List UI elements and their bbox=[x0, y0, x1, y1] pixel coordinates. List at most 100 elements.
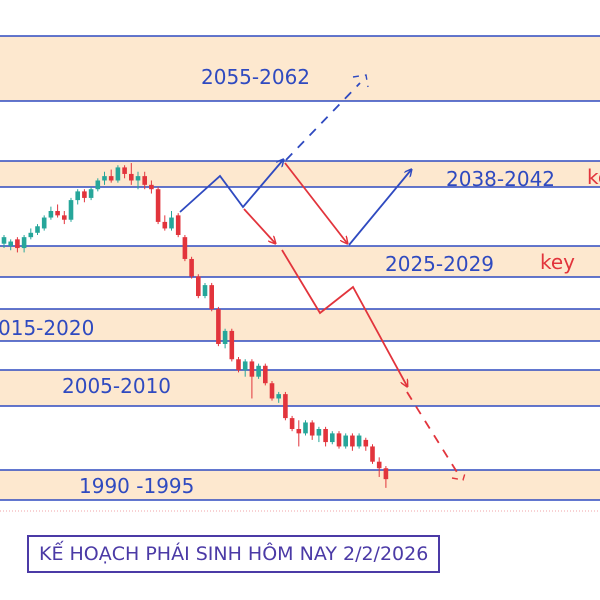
candle-body bbox=[1, 237, 7, 244]
candle-body bbox=[296, 429, 302, 434]
candle-body bbox=[108, 176, 114, 181]
candle-up bbox=[68, 197, 74, 222]
candle-down bbox=[182, 234, 188, 262]
candle-down bbox=[336, 431, 342, 449]
candle-up bbox=[256, 363, 261, 379]
red-scenario-drop-1 bbox=[243, 208, 275, 243]
candle-body bbox=[216, 309, 221, 344]
candle-body bbox=[28, 232, 34, 238]
zone-label: 2025-2029 bbox=[385, 252, 494, 276]
candle-body bbox=[15, 239, 20, 249]
candle-down bbox=[370, 444, 375, 464]
candle-down bbox=[209, 282, 214, 312]
zone-label: 2055-2062 bbox=[201, 65, 310, 89]
candle-down bbox=[350, 433, 355, 451]
candle-body bbox=[263, 365, 268, 384]
candle-down bbox=[323, 426, 328, 447]
candle-down bbox=[82, 189, 87, 203]
zone-layer bbox=[0, 35, 600, 512]
candle-up bbox=[222, 328, 228, 349]
candle-body bbox=[196, 276, 201, 297]
candle-body bbox=[229, 330, 235, 360]
candle-body bbox=[182, 237, 188, 259]
candle-down bbox=[283, 391, 288, 421]
candle-body bbox=[115, 167, 121, 181]
candle-up bbox=[41, 215, 47, 231]
candle-up bbox=[21, 234, 27, 253]
candle-up bbox=[276, 391, 281, 403]
candle-up bbox=[8, 239, 13, 251]
candle-up bbox=[343, 433, 348, 449]
candle-down bbox=[216, 306, 221, 347]
red-scenario-decline bbox=[281, 249, 407, 386]
candle-down bbox=[376, 457, 382, 477]
candle-down bbox=[155, 187, 161, 225]
candle-down bbox=[149, 180, 154, 194]
blue-scenario-rebound bbox=[348, 170, 411, 246]
candle-down bbox=[236, 357, 241, 373]
candle-body bbox=[289, 418, 295, 429]
candle-up bbox=[202, 282, 208, 299]
chart-title: KẾ HOẠCH PHÁI SINH HÔM NAY 2/2/2026 bbox=[39, 543, 429, 565]
candle-up bbox=[242, 359, 248, 377]
blue-dashed-head bbox=[352, 74, 369, 88]
candle-down bbox=[175, 213, 181, 238]
candle-down bbox=[55, 204, 60, 218]
candle-body bbox=[269, 383, 275, 399]
candle-up bbox=[356, 433, 362, 449]
candle-up bbox=[75, 189, 80, 205]
candle-up bbox=[48, 206, 54, 220]
candle-up bbox=[88, 187, 94, 201]
candle-body bbox=[363, 439, 369, 447]
candle-body bbox=[162, 221, 168, 229]
candle-body bbox=[175, 215, 181, 235]
candle-down bbox=[296, 420, 302, 447]
zone-band bbox=[0, 246, 600, 277]
candle-body bbox=[356, 435, 362, 447]
candle-body bbox=[62, 215, 67, 220]
zone-band bbox=[0, 36, 600, 101]
candle-body bbox=[222, 330, 228, 344]
zone-band bbox=[0, 370, 600, 406]
zone-label: 2005-2010 bbox=[62, 374, 171, 398]
candle-body bbox=[55, 211, 60, 216]
candle-up bbox=[35, 224, 40, 235]
candle-up bbox=[330, 431, 335, 445]
candle-down bbox=[309, 420, 315, 440]
candle-body bbox=[88, 189, 94, 198]
candle-down bbox=[62, 211, 67, 225]
zone-band bbox=[0, 470, 600, 500]
candle-body bbox=[343, 435, 348, 447]
candle-body bbox=[249, 361, 255, 377]
candle-body bbox=[82, 191, 87, 198]
candle-up bbox=[28, 228, 34, 240]
candle-body bbox=[303, 422, 308, 434]
blue-scenario-up bbox=[179, 160, 283, 213]
candle-down bbox=[142, 171, 147, 190]
candle-body bbox=[309, 422, 315, 436]
candle-down bbox=[122, 165, 127, 179]
red-scenario-drop-2 bbox=[284, 162, 347, 243]
plan-title-box: KẾ HOẠCH PHÁI SINH HÔM NAY 2/2/2026 bbox=[27, 535, 441, 573]
candle-body bbox=[95, 180, 101, 190]
candle-body bbox=[236, 359, 241, 371]
candle-body bbox=[336, 433, 342, 447]
candle-body bbox=[135, 176, 141, 181]
candle-down bbox=[363, 437, 369, 451]
candle-body bbox=[209, 285, 214, 310]
candle-body bbox=[370, 446, 375, 462]
candle-body bbox=[376, 461, 382, 469]
candle-up bbox=[303, 420, 308, 436]
candle-body bbox=[102, 176, 107, 181]
candle-down bbox=[108, 169, 114, 183]
candle-body bbox=[129, 173, 134, 181]
candle-down bbox=[15, 237, 20, 253]
candle-down bbox=[249, 359, 255, 399]
candle-body bbox=[256, 365, 261, 377]
zone-band bbox=[0, 309, 600, 341]
blue-scenario-dashed bbox=[285, 82, 361, 161]
candle-body bbox=[122, 167, 127, 174]
label-layer: 2055-2062 2038-2042 key 2025-2029 key 015-202… bbox=[0, 65, 600, 498]
candle-up bbox=[169, 211, 174, 231]
